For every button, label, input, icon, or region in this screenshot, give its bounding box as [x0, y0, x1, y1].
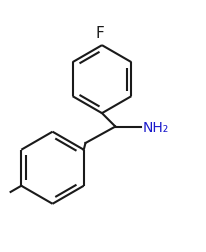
Text: F: F — [96, 26, 104, 41]
Text: NH₂: NH₂ — [142, 120, 168, 134]
